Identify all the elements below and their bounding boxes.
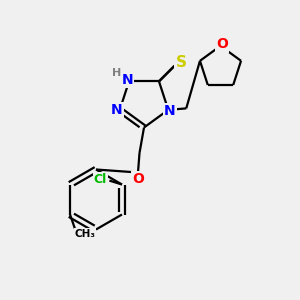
Text: O: O [216, 38, 228, 51]
Text: Cl: Cl [94, 172, 107, 186]
Text: S: S [176, 55, 187, 70]
Text: N: N [164, 104, 176, 118]
Text: CH₃: CH₃ [74, 229, 95, 239]
Text: N: N [111, 103, 123, 117]
Text: N: N [122, 73, 133, 87]
Text: H: H [112, 68, 121, 78]
Text: O: O [132, 172, 144, 186]
